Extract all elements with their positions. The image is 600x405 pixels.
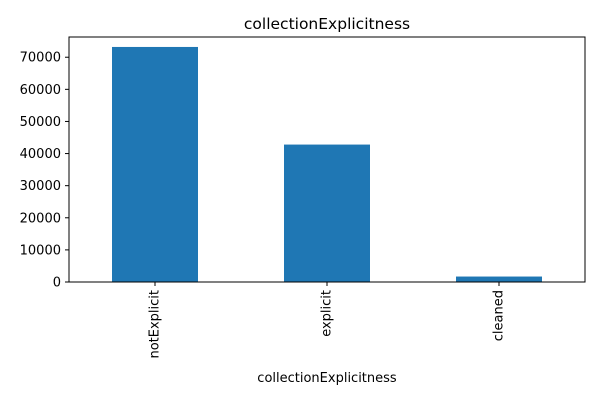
y-tick-label: 40000 xyxy=(20,147,61,162)
bars-group xyxy=(112,46,542,282)
y-tick-label: 50000 xyxy=(20,115,61,130)
y-tick-label: 60000 xyxy=(20,83,61,98)
bar-notExplicit xyxy=(112,46,198,282)
y-tick-label: 0 xyxy=(53,276,61,291)
y-tick-label: 70000 xyxy=(20,51,61,66)
y-tick-label: 30000 xyxy=(20,179,61,194)
y-tick-label: 20000 xyxy=(20,211,61,226)
chart-title: collectionExplicitness xyxy=(244,15,410,33)
y-axis-ticks: 0 10000 20000 30000 40000 50000 60000 70000 xyxy=(20,51,69,291)
x-tick-label-notExplicit: notExplicit xyxy=(148,290,163,359)
x-axis-ticks: notExplicit explicit cleaned xyxy=(148,282,507,359)
y-tick-label: 10000 xyxy=(20,243,61,258)
bar-cleaned xyxy=(456,276,542,282)
plot-frame xyxy=(68,36,586,283)
x-axis-label: collectionExplicitness xyxy=(257,371,397,386)
bar-explicit xyxy=(284,144,370,282)
x-tick-label-cleaned: cleaned xyxy=(492,290,507,341)
x-tick-label-explicit: explicit xyxy=(320,290,335,337)
